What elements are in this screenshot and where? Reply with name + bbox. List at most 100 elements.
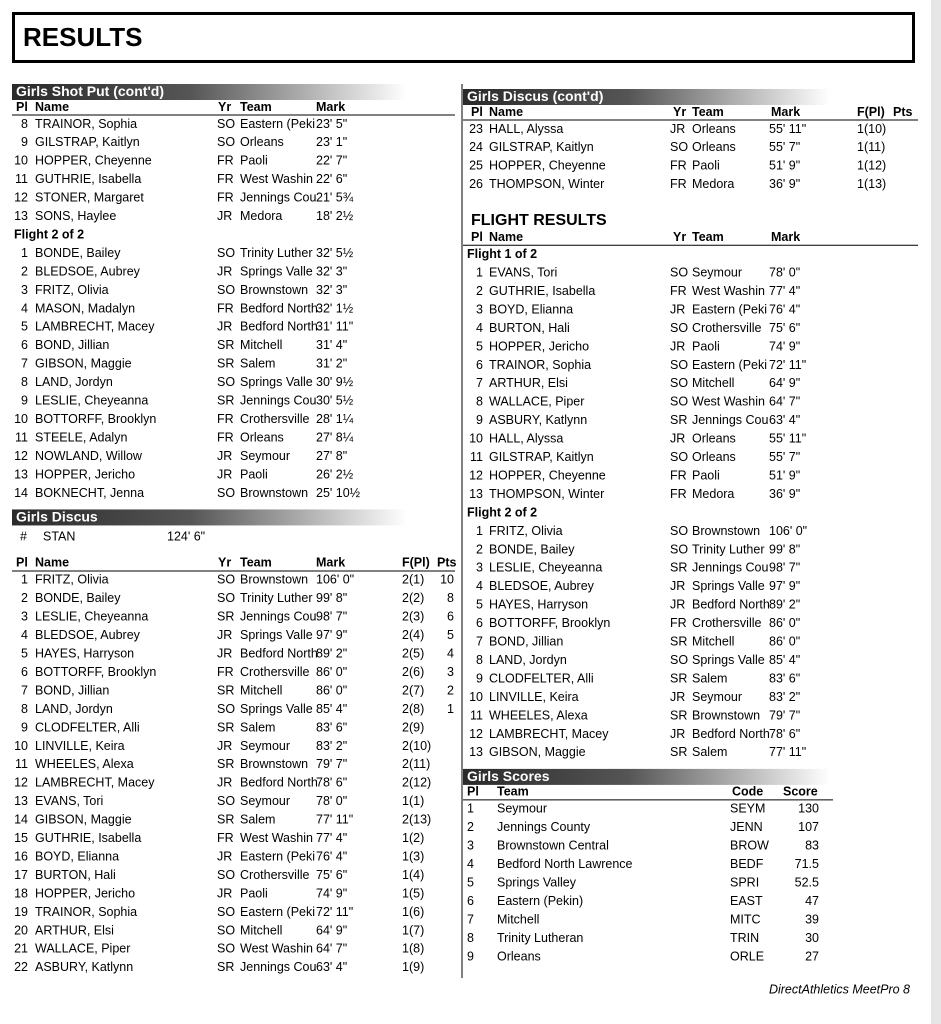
section-title: Girls Scores [467, 768, 550, 784]
cell: 14 [14, 486, 28, 500]
cell: HOPPER, Jericho [35, 467, 135, 481]
column-header: Pl [16, 100, 28, 114]
cell: 7 [476, 635, 483, 649]
cell: 1(12) [857, 159, 886, 173]
cell: FR [217, 191, 234, 205]
cell: Seymour [240, 794, 290, 808]
cell: LINVILLE, Keira [489, 690, 579, 704]
cell: GIBSON, Maggie [489, 745, 586, 759]
cell: JR [217, 320, 232, 334]
cell: 7 [476, 376, 483, 390]
cell: 27' 8¼ [316, 430, 354, 444]
cell: JR [670, 598, 685, 612]
cell: 8 [21, 375, 28, 389]
cell: BOTTORFF, Brooklyn [35, 412, 156, 426]
cell: MASON, Madalyn [35, 301, 135, 315]
cell: BURTON, Hali [35, 868, 116, 882]
column-header: Pts [893, 105, 913, 119]
cell: JR [217, 264, 232, 278]
cell: SO [670, 542, 688, 556]
cell: Bedford North [240, 647, 318, 661]
scrollbar[interactable] [931, 0, 941, 1024]
cell: 27 [805, 949, 819, 963]
cell: 5 [476, 339, 483, 353]
cell: Paoli [240, 886, 268, 900]
cell: 8 [476, 395, 483, 409]
cell: Brownstown [692, 708, 760, 722]
cell: 13 [14, 794, 28, 808]
cell: 9 [467, 949, 474, 963]
cell: JR [217, 647, 232, 661]
cell: FRITZ, Olivia [35, 283, 109, 297]
cell: FRITZ, Olivia [489, 524, 563, 538]
cell: JR [217, 449, 232, 463]
cell: BOKNECHT, Jenna [35, 486, 144, 500]
cell: Springs Valle [692, 579, 765, 593]
cell: Seymour [692, 690, 742, 704]
flight-label: Flight 2 of 2 [467, 505, 537, 519]
cell: JENN [730, 820, 763, 834]
cell: 78' 0" [316, 794, 347, 808]
cell: Mitchell [497, 912, 539, 926]
cell: HOPPER, Cheyenne [35, 154, 152, 168]
cell: 27' 8" [316, 449, 347, 463]
cell: 78' 6" [769, 727, 800, 741]
cell: 1 [447, 702, 454, 716]
cell: SO [670, 653, 688, 667]
cell: SR [217, 338, 234, 352]
cell: 17 [14, 868, 28, 882]
cell: HOPPER, Cheyenne [489, 468, 606, 482]
cell: THOMPSON, Winter [489, 487, 604, 501]
cell: 1(2) [402, 831, 424, 845]
cell: SO [217, 135, 235, 149]
cell: Trinity Luther [692, 542, 764, 556]
cell: JR [217, 776, 232, 790]
cell: 72' 11" [316, 905, 353, 919]
cell: 4 [467, 857, 474, 871]
cell: Eastern (Pekin) [497, 894, 583, 908]
cell: 98' 7" [769, 561, 800, 575]
cell: 1(7) [402, 923, 424, 937]
cell: 2(10) [402, 739, 431, 753]
cell: 1(11) [857, 140, 885, 154]
cell: 3 [21, 283, 28, 297]
cell: 2(6) [402, 665, 424, 679]
cell: Jennings Cou [240, 394, 316, 408]
cell: 89' 2" [769, 598, 800, 612]
cell: SR [217, 757, 234, 771]
cell: SO [217, 702, 235, 716]
cell: 11 [470, 450, 483, 464]
cell: Brownstown [692, 524, 760, 538]
cell: JR [217, 628, 232, 642]
cell: FR [670, 177, 687, 191]
cell: 6 [467, 894, 474, 908]
cell: 79' 7" [316, 757, 347, 771]
cell: Eastern (Peki [240, 905, 315, 919]
cell: HAYES, Harryson [489, 598, 588, 612]
column-header: Mark [316, 556, 345, 570]
cell: Orleans [692, 450, 736, 464]
cell: JR [670, 579, 685, 593]
cell: JR [670, 727, 685, 741]
cell: SO [670, 395, 688, 409]
cell: GUTHRIE, Isabella [35, 831, 141, 845]
cell: SR [217, 960, 234, 974]
cell: 21 [14, 942, 28, 956]
cell: LAMBRECHT, Macey [35, 776, 155, 790]
cell: BURTON, Hali [489, 321, 570, 335]
cell: 2(13) [402, 813, 431, 827]
cell: BROW [730, 839, 769, 853]
cell: Paoli [240, 154, 268, 168]
flight-label: Flight 2 of 2 [14, 227, 84, 241]
cell: 32' 1½ [316, 301, 354, 315]
column-header: Mark [316, 100, 345, 114]
cell: 1(9) [402, 960, 424, 974]
cell: 130 [798, 802, 819, 816]
cell: Salem [240, 720, 275, 734]
cell: SO [670, 321, 688, 335]
cell: 25' 10½ [316, 486, 361, 500]
cell: 85' 4" [316, 702, 347, 716]
cell: BOTTORFF, Brooklyn [35, 665, 156, 679]
cell: Seymour [240, 449, 290, 463]
